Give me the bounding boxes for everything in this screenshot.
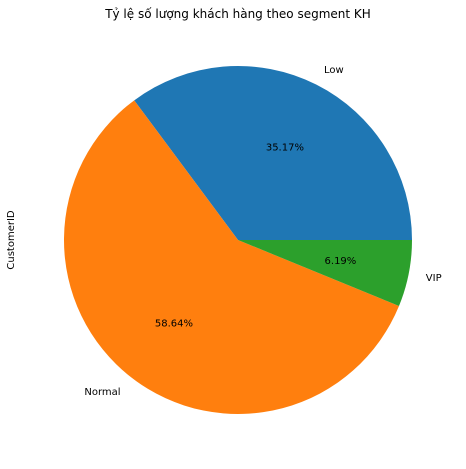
- slice-label-low: Low: [324, 65, 344, 76]
- chart-title: Tỷ lệ số lượng khách hàng theo segment K…: [104, 7, 371, 21]
- slice-label-vip: VIP: [426, 273, 442, 284]
- y-axis-label: CustomerID: [6, 210, 17, 270]
- pie-slice-low: [134, 66, 413, 240]
- slice-percent-normal: 58.64%: [155, 318, 193, 329]
- pie-slices: [63, 66, 413, 415]
- pie-slice-vip: [238, 240, 412, 306]
- slice-label-normal: Normal: [84, 387, 120, 398]
- slice-percent-low: 35.17%: [266, 143, 304, 154]
- pie-slice-normal: [63, 100, 399, 415]
- pie-labels: Low 35.17% Normal 58.64% VIP 6.19%: [84, 65, 441, 398]
- slice-percent-vip: 6.19%: [325, 256, 357, 267]
